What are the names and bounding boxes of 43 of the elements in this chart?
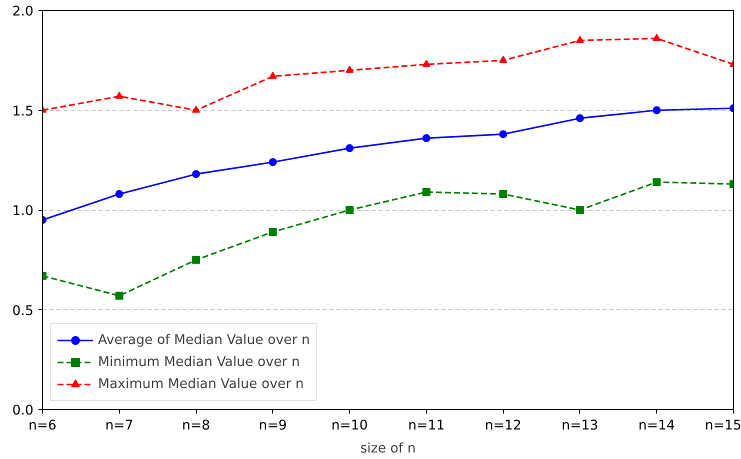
point xyxy=(268,72,277,79)
point xyxy=(422,60,430,67)
point xyxy=(576,114,584,122)
y-tick-label: 0.0 xyxy=(12,404,34,418)
x-tick-label: n=15 xyxy=(704,418,741,434)
x-tick-label: n=8 xyxy=(182,418,210,434)
legend-label: Maximum Median Value over n xyxy=(98,376,304,392)
x-tick-label: n=12 xyxy=(484,418,522,434)
y-tick-label: 2.0 xyxy=(12,4,34,20)
point xyxy=(576,36,584,43)
x-tick-label: n=14 xyxy=(638,418,676,434)
x-tick-label: n=11 xyxy=(408,418,445,434)
point xyxy=(346,144,354,152)
legend-label: Minimum Median Value over n xyxy=(98,354,300,370)
y-tick-label: 0.5 xyxy=(12,304,34,319)
point xyxy=(422,188,430,196)
x-tick-label: n=9 xyxy=(258,418,287,434)
x-tick-label: n=10 xyxy=(331,418,368,434)
point xyxy=(576,206,584,214)
point xyxy=(499,130,508,138)
point xyxy=(268,228,277,236)
y-tick-label: 1.5 xyxy=(12,104,34,120)
point xyxy=(499,56,508,63)
point xyxy=(192,170,200,178)
point xyxy=(652,178,661,186)
point xyxy=(346,206,354,214)
point xyxy=(652,106,661,114)
legend-label: Average of Median Value over n xyxy=(98,332,310,348)
point xyxy=(115,292,124,300)
point xyxy=(268,158,277,166)
point xyxy=(192,106,200,113)
y-tick-label: 1.0 xyxy=(12,204,34,219)
point xyxy=(115,92,124,99)
point xyxy=(115,190,124,198)
x-tick-label: n=13 xyxy=(562,418,598,434)
point xyxy=(652,34,661,41)
point xyxy=(346,66,354,73)
x-tick-label: n=7 xyxy=(105,418,134,434)
x-tick-label: n=6 xyxy=(28,418,57,434)
x-axis-title: size of n xyxy=(360,442,416,456)
point xyxy=(422,134,430,142)
point xyxy=(499,190,508,198)
point xyxy=(192,256,200,264)
